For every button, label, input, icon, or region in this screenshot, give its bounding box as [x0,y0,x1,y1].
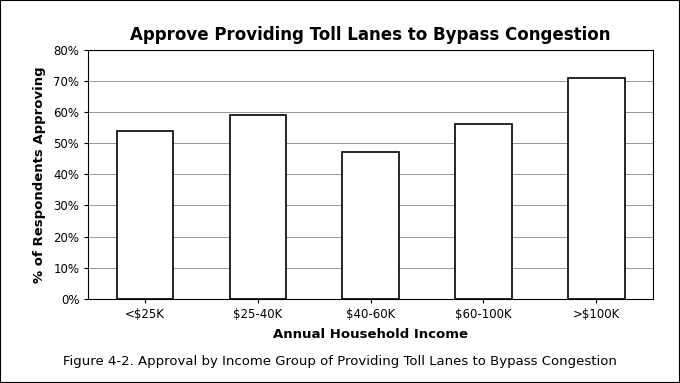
Y-axis label: % of Respondents Approving: % of Respondents Approving [33,66,46,283]
Bar [456,124,511,299]
Title: Approve Providing Toll Lanes to Bypass Congestion: Approve Providing Toll Lanes to Bypass C… [131,26,611,44]
Bar [117,131,173,299]
Bar [568,78,624,299]
Bar [342,152,398,299]
Text: Figure 4-2. Approval by Income Group of Providing Toll Lanes to Bypass Congestio: Figure 4-2. Approval by Income Group of … [63,355,617,368]
Bar [230,115,286,299]
X-axis label: Annual Household Income: Annual Household Income [273,328,468,341]
